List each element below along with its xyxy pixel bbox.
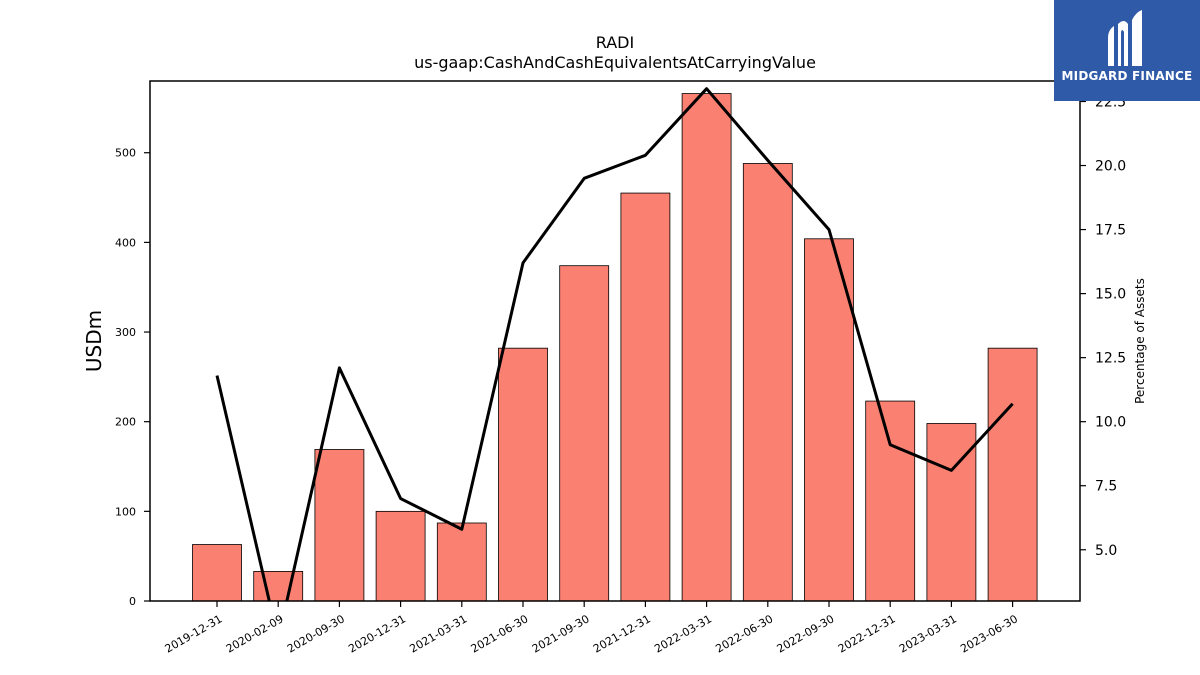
- y-axis-right: 5.07.510.012.515.017.520.022.5: [1080, 94, 1126, 559]
- brand-name: MIDGARD FINANCE: [1061, 69, 1193, 83]
- bar-2020-12-31: [375, 510, 426, 602]
- bar-2022-09-30: [804, 238, 854, 602]
- x-tick-label: 2020-09-30: [285, 612, 347, 655]
- y-tick-label: 0: [129, 595, 136, 608]
- y2-tick-label: 12.5: [1095, 351, 1126, 367]
- y2-tick-label: 7.5: [1095, 479, 1117, 495]
- bar-2021-06-30: [498, 347, 548, 602]
- line-series: [215, 87, 1014, 601]
- bar-2022-12-31: [865, 400, 916, 602]
- plot-frame: [149, 80, 1081, 602]
- y2-tick-label: 5.0: [1095, 543, 1117, 559]
- x-tick-label: 2021-03-31: [407, 612, 469, 655]
- bar-series: [192, 93, 1038, 602]
- y-axis-left: 0 100 200 300 400 500: [115, 147, 150, 608]
- midgard-logo-icon: [1108, 10, 1142, 66]
- bar-2021-09-30: [559, 265, 610, 602]
- x-tick-label: 2021-09-30: [530, 612, 592, 655]
- y-axis-label: USDm: [82, 310, 106, 372]
- y2-tick-label: 15.0: [1095, 287, 1126, 303]
- x-tick-label: 2022-03-31: [652, 612, 714, 655]
- x-tick-label: 2020-02-09: [224, 612, 286, 655]
- y2-axis-label: Percentage of Assets: [1133, 278, 1147, 404]
- chart-title: RADI: [596, 33, 634, 52]
- y2-tick-label: 20.0: [1095, 159, 1126, 175]
- y-tick-label: 100: [115, 505, 136, 518]
- y2-tick-label: 17.5: [1095, 223, 1126, 239]
- bar-2022-03-31: [681, 93, 732, 602]
- brand-logo: MIDGARD FINANCE: [1054, 0, 1200, 101]
- y2-tick-label: 10.0: [1095, 415, 1126, 431]
- x-tick-label: 2023-06-30: [958, 612, 1020, 655]
- x-tick-label: 2023-03-31: [897, 612, 959, 655]
- bar-2022-06-30: [742, 163, 793, 602]
- x-tick-label: 2022-09-30: [775, 612, 837, 655]
- bar-2020-02-09: [253, 571, 304, 602]
- percentage-of-assets-line: [215, 87, 1014, 601]
- x-tick-label: 2021-12-31: [591, 612, 653, 655]
- y-tick-label: 400: [115, 236, 136, 249]
- y-tick-label: 300: [115, 326, 136, 339]
- x-tick-label: 2020-12-31: [346, 612, 408, 655]
- x-tick-label: 2019-12-31: [163, 612, 225, 655]
- bar-2021-03-31: [436, 522, 487, 602]
- x-tick-label: 2022-12-31: [836, 612, 898, 655]
- y-tick-label: 500: [115, 147, 136, 160]
- x-axis: 2019-12-31 2020-02-09 2020-09-30 2020-12-31…: [163, 601, 1020, 656]
- bar-2021-12-31: [620, 192, 671, 602]
- x-tick-label: 2022-06-30: [713, 612, 775, 655]
- bar-2020-09-30: [314, 449, 365, 602]
- y-tick-label: 200: [115, 416, 136, 429]
- bar-2023-06-30: [987, 347, 1038, 602]
- x-tick-label: 2021-06-30: [469, 612, 531, 655]
- chart-subtitle: us-gaap:CashAndCashEquivalentsAtCarrying…: [414, 53, 816, 72]
- bar-2019-12-31: [192, 544, 242, 602]
